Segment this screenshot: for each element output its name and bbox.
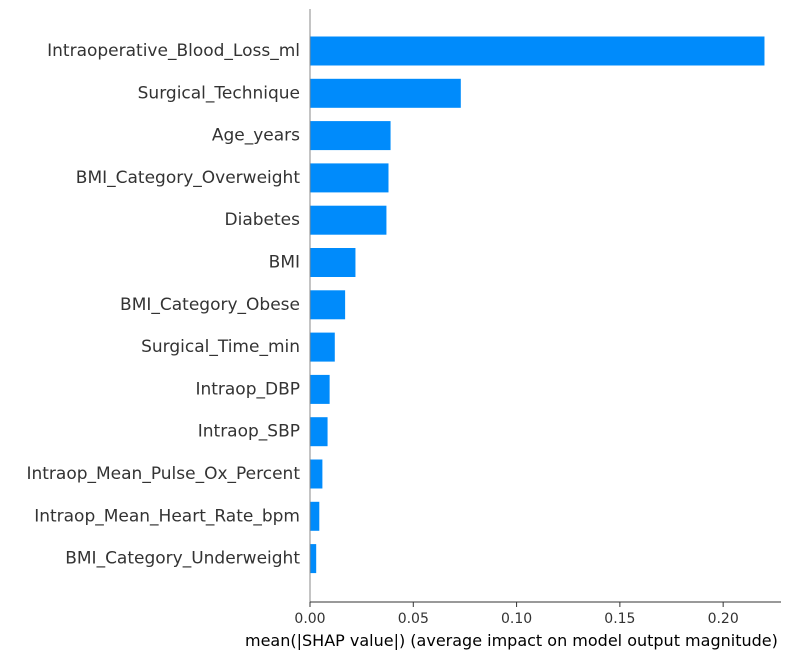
category-labels-group: Intraoperative_Blood_Loss_ml Surgical_Tec…: [26, 41, 300, 569]
category-label-Diabetes: Diabetes: [225, 210, 301, 230]
bar-BMI_Category_Overweight: [310, 163, 389, 193]
category-label-Intraop_Mean_Heart_Rate_bpm: Intraop_Mean_Heart_Rate_bpm: [34, 506, 300, 526]
bar-Surgical_Technique: [310, 78, 461, 108]
bar-Surgical_Time_min: [310, 332, 335, 362]
category-label-Surgical_Technique: Surgical_Technique: [138, 83, 300, 103]
x-tick-label: 0.15: [604, 611, 635, 627]
bar-BMI: [310, 248, 356, 277]
x-tick-label: 0.00: [294, 611, 325, 627]
category-label-Intraoperative_Blood_Loss_ml: Intraoperative_Blood_Loss_ml: [47, 41, 300, 61]
bar-BMI_Category_Obese: [310, 290, 346, 320]
bar-Age_years: [310, 121, 391, 151]
bar-Intraop_SBP: [310, 417, 328, 447]
category-label-BMI_Category_Overweight: BMI_Category_Overweight: [76, 168, 301, 188]
category-label-Age_years: Age_years: [212, 126, 300, 146]
bar-BMI_Category_Underweight: [310, 544, 317, 574]
bar-Intraop_Mean_Heart_Rate_bpm: [310, 501, 320, 531]
category-label-BMI_Category_Underweight: BMI_Category_Underweight: [65, 549, 300, 569]
x-ticks-group: 0.00 0.05 0.10 0.15 0.20: [294, 602, 739, 627]
bar-Intraoperative_Blood_Loss_ml: [310, 36, 765, 66]
category-label-BMI_Category_Obese: BMI_Category_Obese: [120, 295, 300, 315]
category-label-Surgical_Time_min: Surgical_Time_min: [141, 337, 300, 357]
category-label-BMI: BMI: [269, 253, 300, 273]
category-label-Intraop_DBP: Intraop_DBP: [195, 379, 300, 399]
bar-Intraop_Mean_Pulse_Ox_Percent: [310, 459, 323, 489]
x-tick-label: 0.20: [708, 611, 739, 627]
bar-Diabetes: [310, 205, 387, 235]
bar-Intraop_DBP: [310, 374, 330, 404]
x-axis-title: mean(|SHAP value|) (average impact on mo…: [245, 631, 778, 650]
x-tick-label: 0.10: [501, 611, 532, 627]
bars-group: [310, 36, 765, 574]
category-label-Intraop_Mean_Pulse_Ox_Percent: Intraop_Mean_Pulse_Ox_Percent: [26, 464, 300, 484]
category-label-Intraop_SBP: Intraop_SBP: [198, 422, 300, 442]
x-tick-label: 0.05: [398, 611, 429, 627]
